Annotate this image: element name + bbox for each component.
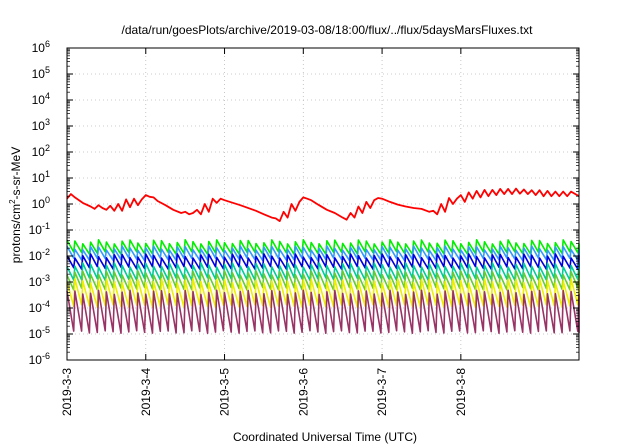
y-tick-label-exponent: 4 bbox=[45, 91, 50, 101]
y-tick-label-exponent: -1 bbox=[42, 221, 50, 231]
y-tick-label: 101 bbox=[32, 169, 50, 185]
series-line bbox=[66, 187, 580, 223]
y-tick-label-base: 10 bbox=[29, 223, 43, 237]
chart-title: /data/run/goesPlots/archive/2019-03-08/1… bbox=[122, 23, 534, 37]
y-tick-label-exponent: -5 bbox=[42, 325, 50, 335]
y-tick-label-base: 10 bbox=[32, 145, 46, 159]
x-tick-label: 2019-3-6 bbox=[296, 368, 310, 416]
y-tick-label-exponent: -2 bbox=[42, 247, 50, 257]
y-tick-label-exponent: 2 bbox=[45, 143, 50, 153]
y-tick-label: 100 bbox=[32, 195, 50, 211]
y-tick-label: 10-5 bbox=[29, 325, 50, 341]
y-tick-label-exponent: 0 bbox=[45, 195, 50, 205]
y-tick-label: 106 bbox=[32, 39, 50, 55]
y-tick-labels: 10610510410310210110010-110-210-310-410-… bbox=[29, 39, 50, 367]
y-tick-label-base: 10 bbox=[29, 249, 43, 263]
y-tick-label: 103 bbox=[32, 117, 50, 133]
y-tick-label: 10-4 bbox=[29, 299, 50, 315]
y-tick-label-exponent: -3 bbox=[42, 273, 50, 283]
x-tick-labels: 2019-3-3 2019-3-4 2019-3-5 2019-3-6 2019-3-7… bbox=[60, 368, 468, 416]
y-tick-label-exponent: 3 bbox=[45, 117, 50, 127]
y-tick-label-base: 10 bbox=[29, 275, 43, 289]
y-tick-label-exponent: 5 bbox=[45, 65, 50, 75]
x-axis-label: Coordinated Universal Time (UTC) bbox=[233, 430, 417, 444]
y-tick-label-exponent: 6 bbox=[45, 39, 50, 49]
y-tick-label: 104 bbox=[32, 91, 50, 107]
y-tick-label-base: 10 bbox=[29, 353, 43, 367]
series-line bbox=[66, 262, 580, 282]
y-axis-label-base: protons/cm bbox=[9, 204, 23, 263]
y-axis-label-sup: 2 bbox=[8, 199, 17, 204]
y-tick-label-base: 10 bbox=[32, 119, 46, 133]
series-line bbox=[66, 253, 580, 270]
y-axis-label: protons/cm2-s-sr-MeV bbox=[8, 147, 23, 263]
y-tick-label: 105 bbox=[32, 65, 50, 81]
y-tick-label-base: 10 bbox=[32, 41, 46, 55]
y-tick-label: 102 bbox=[32, 143, 50, 159]
y-tick-label-exponent: 1 bbox=[45, 169, 50, 179]
x-tick-label: 2019-3-5 bbox=[218, 368, 232, 416]
y-tick-label: 10-1 bbox=[29, 221, 50, 237]
series-group bbox=[66, 187, 580, 335]
x-tick-label: 2019-3-7 bbox=[375, 368, 389, 416]
y-axis-label-rest: -s-sr-MeV bbox=[9, 147, 23, 200]
y-tick-label-base: 10 bbox=[32, 171, 46, 185]
x-tick-label: 2019-3-3 bbox=[60, 368, 74, 416]
series-line bbox=[66, 239, 580, 256]
y-tick-label: 10-3 bbox=[29, 273, 50, 289]
y-tick-label: 10-6 bbox=[29, 351, 50, 367]
y-tick-label-base: 10 bbox=[32, 93, 46, 107]
y-tick-label-base: 10 bbox=[29, 301, 43, 315]
y-tick-label: 10-2 bbox=[29, 247, 50, 263]
y-tick-label-exponent: -6 bbox=[42, 351, 50, 361]
series-line bbox=[66, 289, 580, 335]
y-tick-label-base: 10 bbox=[32, 67, 46, 81]
ticks bbox=[66, 47, 579, 361]
y-tick-label-base: 10 bbox=[32, 197, 46, 211]
y-tick-label-exponent: -4 bbox=[42, 299, 50, 309]
y-tick-label-base: 10 bbox=[29, 327, 43, 341]
x-tick-label: 2019-3-8 bbox=[454, 368, 468, 416]
x-tick-label: 2019-3-4 bbox=[139, 368, 153, 416]
